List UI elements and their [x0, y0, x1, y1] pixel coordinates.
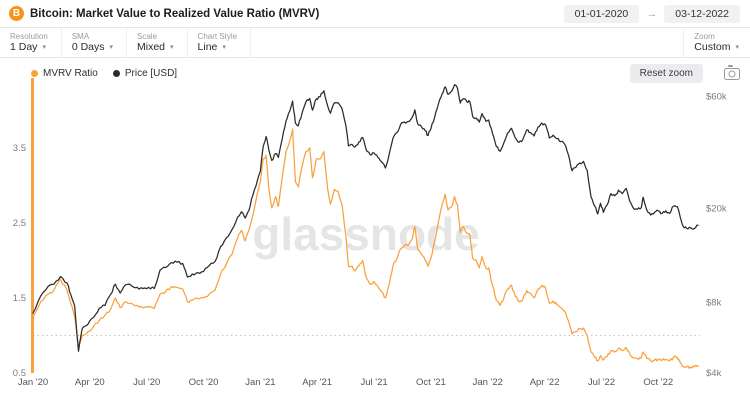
reset-zoom-button[interactable]: Reset zoom — [629, 64, 703, 83]
x-axis-tick: Jan '22 — [473, 377, 503, 388]
legend-item-mvrv[interactable]: MVRV Ratio — [31, 68, 98, 79]
page-title: Bitcoin: Market Value to Realized Value … — [30, 7, 320, 20]
bitcoin-icon: B — [9, 6, 24, 21]
x-axis-tick: Oct '21 — [416, 377, 446, 388]
zoom-dropdown[interactable]: Zoom Custom ▾ — [683, 28, 750, 57]
legend-item-price[interactable]: Price [USD] — [112, 68, 178, 79]
series-line-price-usd- — [32, 83, 699, 352]
chevron-down-icon: ▾ — [735, 44, 739, 51]
scale-dropdown[interactable]: Scale Mixed ▾ — [127, 28, 188, 57]
mvrv-price-chart[interactable]: glassnode 3.5 2.5 1.5 0.5 $60k $20k $8k $4k Jan '… — [0, 58, 750, 402]
date-range-arrow-icon: → — [646, 7, 658, 20]
date-range-picker: 01-01-2020 → 03-12-2022 — [563, 4, 740, 23]
left-axis-bar — [31, 78, 34, 373]
right-axis-tick: $60k — [706, 92, 727, 103]
sma-value: 0 Days — [71, 41, 105, 53]
glassnode-watermark: glassnode — [252, 208, 480, 260]
x-axis-tick: Oct '20 — [189, 377, 219, 388]
chevron-down-icon: ▾ — [42, 44, 46, 51]
right-axis-tick: $20k — [706, 204, 727, 215]
right-axis-tick: $8k — [706, 297, 722, 308]
date-to-input[interactable]: 03-12-2022 — [664, 4, 740, 23]
scale-value: Mixed — [137, 41, 166, 53]
chart-style-value: Line — [197, 41, 218, 53]
right-axis-tick: $4k — [706, 368, 722, 379]
series-line-mvrv-ratio — [32, 128, 699, 370]
left-axis-tick: 1.5 — [13, 293, 26, 304]
chevron-down-icon: ▾ — [170, 44, 174, 51]
chevron-down-icon: ▾ — [109, 44, 114, 51]
resolution-dropdown[interactable]: Resolution 1 Day ▾ — [0, 28, 62, 57]
x-axis-tick: Oct '22 — [643, 377, 673, 388]
left-axis-tick: 2.5 — [13, 218, 26, 229]
price-legend-label: Price [USD] — [124, 68, 178, 79]
chart-header: B Bitcoin: Market Value to Realized Valu… — [0, 0, 750, 28]
sma-label: SMA — [71, 32, 90, 41]
x-axis-tick: Apr '20 — [75, 377, 105, 388]
sma-dropdown[interactable]: SMA 0 Days ▾ — [62, 28, 128, 57]
x-axis-tick: Jan '20 — [18, 377, 48, 388]
x-axis-tick: Apr '21 — [302, 377, 332, 388]
x-axis-tick: Jul '20 — [133, 377, 160, 388]
resolution-value: 1 Day — [10, 41, 38, 53]
chart-style-label: Chart Style — [197, 32, 238, 41]
x-axis-tick: Jan '21 — [245, 377, 275, 388]
zoom-label: Zoom — [694, 32, 715, 41]
mvrv-series-dot — [31, 70, 38, 77]
chart-legend: MVRV Ratio Price [USD] Reset zoom — [31, 64, 740, 83]
chart-area: glassnode 3.5 2.5 1.5 0.5 $60k $20k $8k $4k Jan '… — [0, 58, 750, 402]
date-from-input[interactable]: 01-01-2020 — [563, 4, 640, 23]
chart-toolbar: Resolution 1 Day ▾ SMA 0 Days ▾ Scale Mixe… — [0, 28, 750, 58]
mvrv-legend-label: MVRV Ratio — [43, 68, 98, 79]
price-series-dot — [112, 70, 120, 77]
left-axis-tick: 3.5 — [13, 143, 26, 154]
resolution-label: Resolution — [10, 32, 48, 41]
scale-label: Scale — [137, 32, 158, 41]
zoom-value: Custom — [694, 41, 731, 53]
left-axis-tick: 0.5 — [13, 368, 26, 379]
chart-style-dropdown[interactable]: Chart Style Line ▾ — [188, 28, 252, 57]
chevron-down-icon: ▾ — [222, 44, 226, 51]
x-axis-tick: Jul '22 — [588, 377, 615, 388]
x-axis-tick: Apr '22 — [530, 377, 560, 388]
x-axis-tick: Jul '21 — [361, 377, 388, 388]
camera-icon[interactable] — [724, 64, 740, 80]
